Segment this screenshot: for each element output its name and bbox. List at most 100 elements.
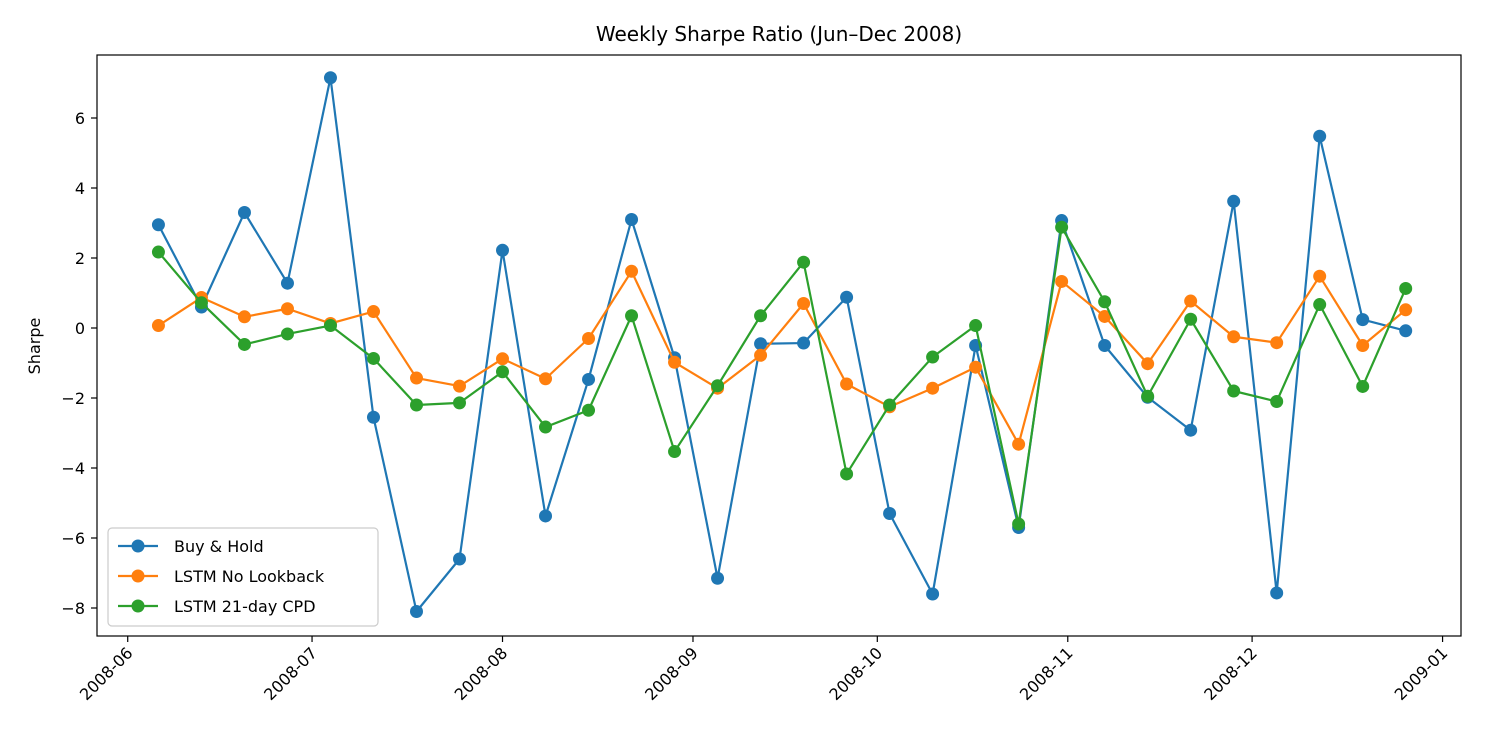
data-point	[1012, 517, 1026, 531]
data-point	[1184, 423, 1198, 437]
y-tick-label: −6	[61, 529, 85, 548]
y-axis-ticks: −8 −6 −4 −2 0 2 4 6	[61, 109, 97, 618]
data-point	[496, 352, 510, 366]
data-point	[840, 467, 854, 481]
data-point	[237, 206, 251, 219]
data-point	[582, 332, 596, 345]
data-point	[840, 377, 854, 391]
data-point	[1055, 220, 1069, 234]
data-point	[754, 309, 768, 323]
legend: Buy & Hold LSTM No Lookback LSTM 21-day CP…	[107, 527, 379, 627]
data-point	[410, 605, 423, 618]
y-tick-label: −4	[61, 459, 85, 478]
data-point	[323, 319, 337, 333]
series-layer	[151, 71, 1413, 618]
data-point	[323, 71, 337, 85]
data-point	[797, 255, 811, 269]
data-point	[1270, 586, 1284, 600]
series-line	[157, 270, 1407, 446]
data-point	[668, 355, 682, 369]
data-point	[883, 507, 897, 520]
data-point	[496, 243, 510, 257]
data-point	[926, 350, 940, 364]
data-point	[625, 213, 639, 226]
data-point	[1098, 295, 1112, 309]
data-point	[237, 337, 251, 351]
data-point	[1399, 281, 1413, 295]
legend-item: LSTM 21-day CPD	[118, 597, 316, 616]
data-point	[1313, 269, 1327, 283]
legend-box	[107, 527, 379, 627]
data-point	[926, 381, 940, 395]
data-point	[1227, 384, 1241, 398]
legend-label: LSTM 21-day CPD	[174, 597, 316, 616]
data-point	[1227, 194, 1241, 208]
y-tick-label: 0	[75, 319, 85, 338]
data-point	[194, 296, 208, 310]
y-tick-label: −8	[61, 599, 85, 618]
chart-title: Weekly Sharpe Ratio (Jun–Dec 2008)	[596, 22, 962, 46]
data-point	[151, 218, 165, 232]
data-point	[711, 379, 725, 393]
data-point	[625, 309, 639, 323]
data-point	[280, 276, 294, 290]
data-point	[366, 351, 380, 365]
data-point	[1227, 330, 1241, 344]
legend-label: Buy & Hold	[174, 537, 264, 556]
data-point	[1141, 357, 1155, 371]
series-2	[151, 220, 1413, 531]
y-tick-label: −2	[61, 389, 85, 408]
data-point	[1270, 336, 1284, 350]
plot-frame	[96, 54, 1462, 637]
data-point	[280, 302, 294, 316]
data-point	[1313, 298, 1327, 312]
legend-item: Buy & Hold	[118, 537, 264, 556]
legend-label: LSTM No Lookback	[174, 567, 325, 586]
data-point	[1012, 437, 1026, 451]
data-point	[1356, 313, 1370, 327]
legend-marker	[131, 539, 145, 553]
data-point	[625, 264, 639, 278]
data-point	[1399, 303, 1413, 317]
data-point	[969, 319, 983, 333]
data-point	[1098, 309, 1112, 323]
data-point	[754, 348, 768, 362]
data-point	[582, 403, 596, 417]
data-point	[668, 445, 682, 459]
data-point	[366, 410, 380, 424]
data-point	[539, 372, 553, 386]
data-point	[883, 398, 897, 412]
y-axis-label: Sharpe	[25, 318, 44, 375]
data-point	[280, 327, 294, 341]
data-point	[969, 360, 983, 374]
data-point	[754, 337, 768, 351]
data-point	[453, 552, 466, 566]
data-point	[1313, 129, 1327, 143]
y-tick-label: 6	[75, 109, 85, 128]
data-point	[926, 587, 940, 601]
data-point	[797, 336, 811, 350]
data-point	[366, 305, 380, 319]
data-point	[582, 372, 596, 386]
data-point	[453, 379, 466, 393]
data-point	[539, 420, 553, 434]
data-point	[453, 396, 466, 410]
series-line	[157, 226, 1407, 526]
data-point	[711, 571, 725, 585]
data-point	[1141, 389, 1155, 403]
data-point	[151, 245, 165, 259]
data-point	[1098, 339, 1112, 352]
y-tick-label: 2	[75, 249, 85, 268]
data-point	[1270, 395, 1284, 408]
series-line	[157, 76, 1406, 613]
data-point	[1184, 294, 1198, 308]
y-tick-label: 4	[75, 179, 85, 198]
data-point	[410, 371, 423, 385]
data-point	[1356, 379, 1370, 393]
legend-marker	[131, 569, 145, 583]
data-point	[237, 310, 251, 324]
data-point	[797, 297, 811, 310]
legend-item: LSTM No Lookback	[118, 567, 325, 586]
